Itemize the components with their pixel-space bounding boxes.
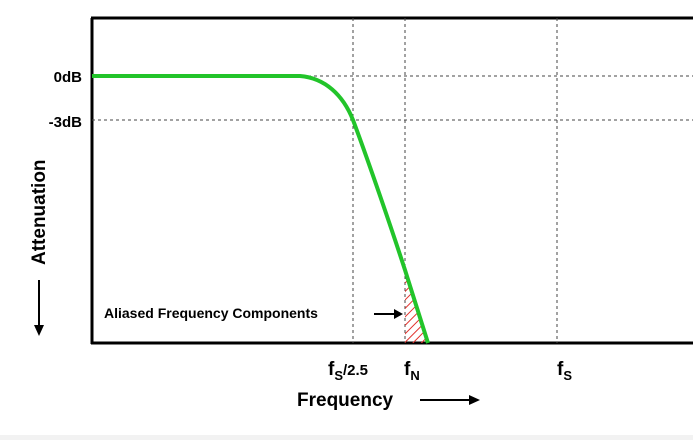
- y-tick-0db: 0dB: [54, 69, 83, 86]
- series-line: [92, 74, 430, 344]
- y-tick-minus-3db: -3dB: [49, 114, 83, 131]
- annotation-arrow: [374, 309, 403, 319]
- x-marker-fs-over-2-5: fS/2.5: [328, 359, 368, 383]
- y-axis-label: Attenuation: [29, 159, 50, 265]
- y-axis-arrow: [34, 280, 44, 336]
- x-axis-arrow: [420, 395, 480, 405]
- x-marker-fn: fN: [404, 359, 420, 383]
- annotation-aliased-components: Aliased Frequency Components: [104, 305, 318, 321]
- x-marker-fs: fS: [557, 359, 572, 383]
- x-axis-label: Frequency: [297, 390, 394, 411]
